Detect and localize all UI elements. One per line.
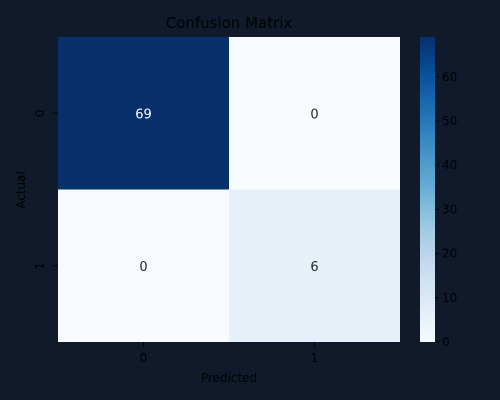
y-tick-label: 0 <box>33 109 47 117</box>
x-tick-label: 0 <box>140 351 148 365</box>
cell-value-label-0-1: 0 <box>310 107 318 122</box>
colorbar-tick-label: 30 <box>442 202 457 216</box>
colorbar-tick-label: 40 <box>442 158 457 172</box>
colorbar-tick-label: 10 <box>442 291 457 305</box>
colorbar-tick-label: 60 <box>442 70 457 84</box>
cell-value-label-1-0: 0 <box>139 260 147 275</box>
cell-value-label-1-1: 6 <box>310 260 318 275</box>
colorbar-ticks: 0 10 20 30 40 50 60 <box>435 70 457 349</box>
heatmap-cell-1-0 <box>58 189 229 342</box>
heatmap-cell-1-1 <box>229 189 400 342</box>
x-tick-label: 1 <box>311 351 319 365</box>
y-axis: 01 <box>33 109 58 270</box>
chart-title: Confusion Matrix <box>166 14 293 32</box>
heatmap-cell-0-1 <box>229 37 400 190</box>
colorbar-tick-label: 20 <box>442 247 457 261</box>
heatmap-cells: 69 0 0 6 <box>58 37 400 342</box>
cell-value-label-0-0: 69 <box>135 107 152 122</box>
colorbar <box>420 37 435 342</box>
colorbar-tick-label: 0 <box>442 335 450 349</box>
y-axis-label: Actual <box>14 171 28 209</box>
x-axis-label: Predicted <box>201 371 257 385</box>
heatmap-cell-0-0 <box>58 37 229 190</box>
colorbar-tick-label: 50 <box>442 114 457 128</box>
y-tick-label: 1 <box>33 262 47 270</box>
